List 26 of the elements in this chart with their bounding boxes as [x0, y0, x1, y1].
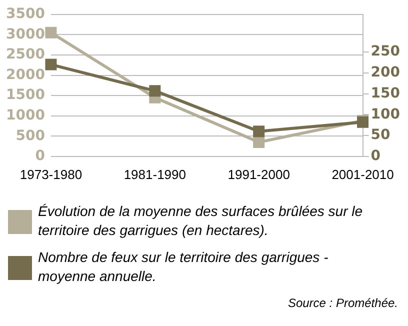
x-tick-label: 1991-2000 — [228, 166, 290, 182]
y2-tick-label: 100 — [370, 106, 400, 122]
point — [253, 126, 265, 138]
x-tick-label: 1981-1990 — [124, 166, 186, 182]
y2-tick-label: 0 — [370, 148, 381, 164]
y-tick-label: 2500 — [6, 46, 46, 63]
y-tick-label: 3000 — [6, 26, 46, 42]
y-tick-label: 3500 — [6, 6, 46, 22]
point — [149, 85, 161, 97]
point — [45, 26, 57, 38]
y-tick-label: 0 — [35, 148, 46, 164]
y-tick-label: 1000 — [6, 107, 46, 124]
y2-tick-label: 200 — [370, 64, 400, 81]
x-tick-label: 1973-1980 — [20, 166, 82, 182]
y2-tick-label: 50 — [370, 127, 391, 144]
y2-tick-label: 250 — [370, 44, 400, 60]
legend-label: Nombre de feux sur le territoire des garrigues - moyenne annuelle. — [38, 248, 330, 286]
y-tick-label: 2000 — [6, 66, 46, 83]
y-tick-label: 500 — [16, 128, 46, 144]
y-tick-label: 1500 — [6, 87, 46, 104]
legend-label: Évolution de la moyenne des surfaces brûlées sur le territoire des garrigues (en hectares). — [38, 202, 364, 240]
source-note: Source : Prométhée. — [288, 296, 398, 310]
y2-tick-label: 150 — [370, 85, 400, 102]
x-tick-label: 2001-2010 — [332, 166, 394, 182]
point — [45, 58, 57, 70]
point — [253, 136, 265, 148]
